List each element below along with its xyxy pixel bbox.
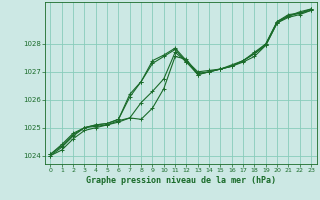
X-axis label: Graphe pression niveau de la mer (hPa): Graphe pression niveau de la mer (hPa) bbox=[86, 176, 276, 185]
